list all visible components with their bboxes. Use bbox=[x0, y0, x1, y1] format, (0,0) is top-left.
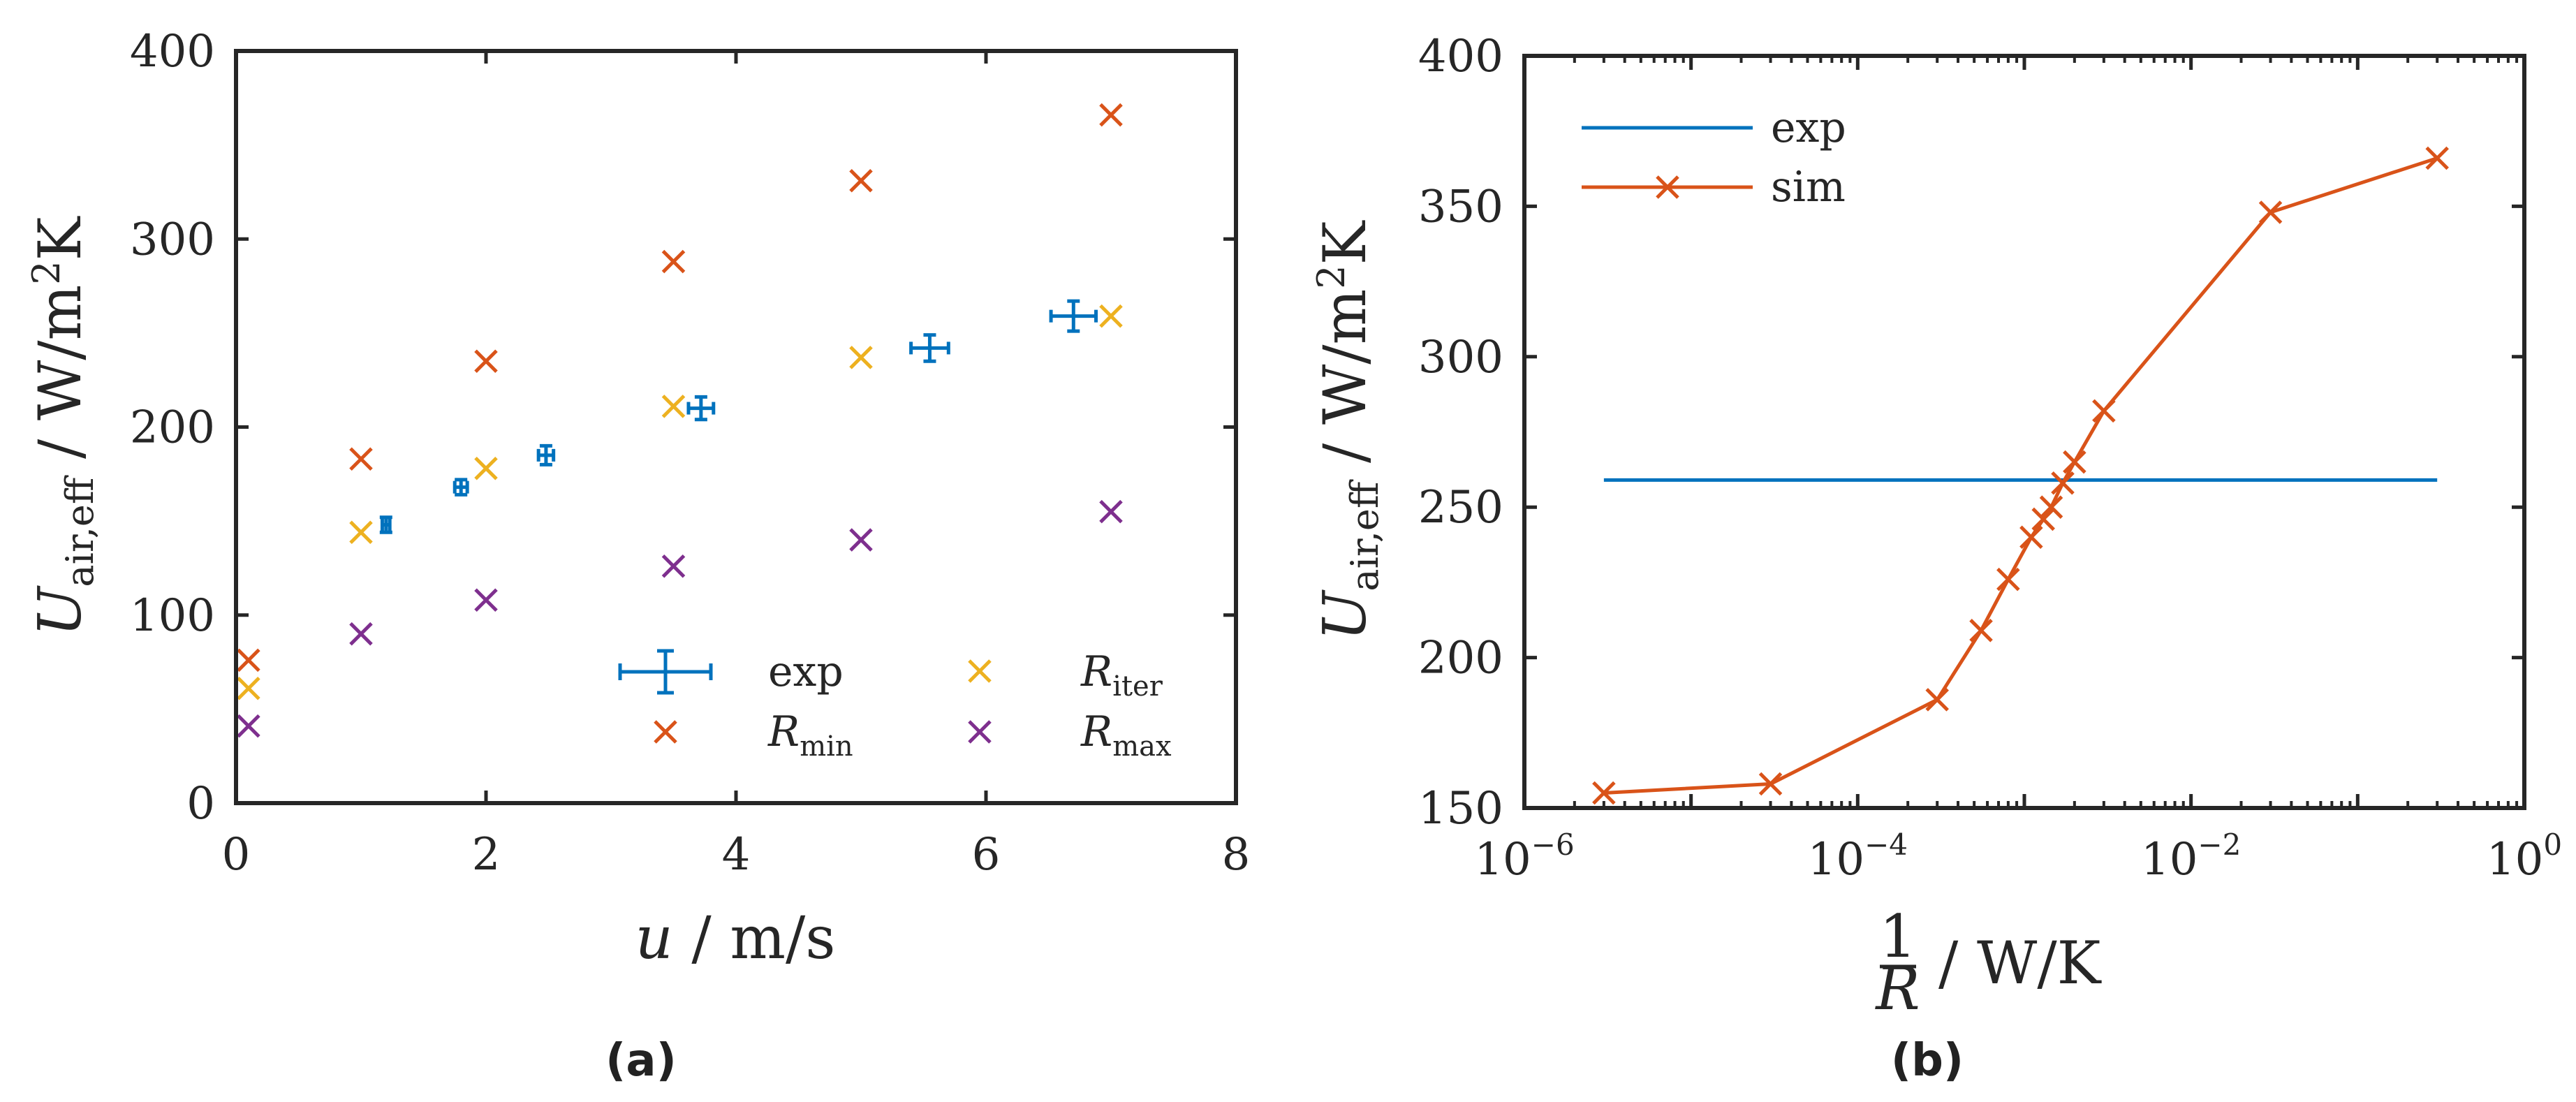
svg-text:Uair,eff / W/m2K: Uair,eff / W/m2K bbox=[24, 215, 102, 636]
y-tick-label-b: 250 bbox=[1418, 482, 1503, 534]
ticks-b: 10−6 10−4 10−2 100 150 200 250 300 350 400 bbox=[1418, 31, 2562, 886]
svg-text:u / m/s: u / m/s bbox=[635, 904, 836, 972]
scatter-point-r-min bbox=[1099, 103, 1123, 127]
legend-item-sim: sim bbox=[1582, 163, 1846, 212]
x-tick-label-b: 10−2 bbox=[2141, 828, 2241, 886]
scatter-point-r-min bbox=[849, 169, 873, 193]
data-point-sim bbox=[1758, 772, 1783, 796]
y-tick-label-a: 0 bbox=[186, 778, 215, 830]
svg-text:Rmax: Rmax bbox=[1080, 707, 1172, 763]
ticks-a: 0 2 4 6 8 0 100 200 300 400 bbox=[130, 26, 1251, 881]
y-tick-label-b: 200 bbox=[1418, 633, 1503, 684]
scatter-point-r-max bbox=[849, 528, 873, 552]
data-point-sim bbox=[2031, 507, 2055, 531]
legend-item-exp: exp bbox=[618, 647, 844, 696]
scatter-point-r-iter bbox=[849, 346, 873, 369]
x-tick-label-a: 6 bbox=[972, 829, 1001, 881]
x-axis-label-b: 1 R / W/K bbox=[1874, 902, 2102, 1023]
errorbar-point bbox=[379, 515, 392, 534]
svg-text:/ W/K: / W/K bbox=[1938, 929, 2103, 997]
errorbar-point bbox=[909, 333, 950, 363]
errorbar-point bbox=[686, 395, 716, 422]
data-point-sim bbox=[2019, 525, 2043, 550]
svg-text:Uair,eff / W/m2K: Uair,eff / W/m2K bbox=[1309, 219, 1387, 640]
svg-text:1: 1 bbox=[1879, 902, 1916, 971]
data-point-sim bbox=[1592, 781, 1616, 805]
y-tick-label-b: 350 bbox=[1418, 181, 1503, 233]
scatter-point-r-min bbox=[349, 447, 373, 471]
data-point-sim bbox=[1925, 688, 1949, 712]
panel-a: 0 2 4 6 8 0 100 200 300 400 u / m/s Uair,eff / W/… bbox=[24, 26, 1250, 1087]
scatter-point-r-min bbox=[237, 648, 260, 673]
scatter-point-r-max bbox=[349, 622, 373, 646]
errorbar-point bbox=[452, 478, 469, 497]
svg-text:R: R bbox=[1874, 955, 1920, 1023]
x-tick-label-b: 10−4 bbox=[1808, 828, 1908, 886]
series-line-sim bbox=[1603, 156, 2438, 795]
y-tick-label-b: 400 bbox=[1418, 31, 1503, 82]
scatter-point-r-iter bbox=[1099, 304, 1123, 328]
legend-item-r-min: Rmin bbox=[654, 707, 853, 763]
scatter-point-r-max bbox=[474, 588, 498, 612]
data-point-sim bbox=[1969, 619, 1993, 642]
x-axis-label-a: u / m/s bbox=[635, 904, 836, 972]
scatter-point-r-iter bbox=[661, 395, 686, 418]
scatter-point-r-max bbox=[661, 554, 686, 578]
y-axis-label-a: Uair,eff / W/m2K bbox=[24, 215, 102, 636]
scatter-point-r-max bbox=[237, 714, 260, 738]
errorbar-point bbox=[536, 443, 556, 466]
data-point-sim bbox=[2258, 200, 2283, 224]
y-tick-label-a: 200 bbox=[130, 402, 215, 454]
axes-frame-b bbox=[1522, 54, 2526, 810]
data-point-sim bbox=[2039, 495, 2063, 519]
data-point-sim bbox=[2051, 471, 2075, 495]
x-tick-label-a: 8 bbox=[1222, 829, 1251, 881]
y-tick-label-b: 300 bbox=[1418, 332, 1503, 383]
plot-area-b bbox=[1522, 54, 2526, 810]
marks-b bbox=[1592, 146, 2449, 805]
legend-item-exp-b: exp bbox=[1582, 103, 1846, 152]
scatter-point-r-min bbox=[661, 249, 686, 274]
data-point-sim bbox=[2425, 146, 2449, 170]
y-tick-label-b: 150 bbox=[1418, 783, 1503, 835]
legend-b: exp sim bbox=[1582, 103, 1846, 212]
marks-a bbox=[237, 103, 1123, 738]
scatter-point-r-max bbox=[1099, 499, 1123, 524]
errorbar-point bbox=[1049, 299, 1098, 333]
legend-item-r-iter: Riter bbox=[968, 647, 1163, 703]
x-tick-label-a: 4 bbox=[722, 829, 751, 881]
legend-a: exp Riter Rmin bbox=[618, 647, 1172, 763]
data-point-sim bbox=[2063, 450, 2086, 474]
legend-item-r-max: Rmax bbox=[968, 707, 1172, 763]
legend-symbol-r-max bbox=[968, 720, 992, 744]
svg-text:Rmin: Rmin bbox=[767, 707, 853, 763]
scatter-point-r-min bbox=[474, 349, 498, 374]
x-tick-label-a: 2 bbox=[472, 829, 501, 881]
scatter-point-r-iter bbox=[349, 520, 373, 545]
svg-text:Riter: Riter bbox=[1080, 647, 1163, 703]
x-tick-label-b: 100 bbox=[2487, 828, 2562, 886]
panel-b: 10−6 10−4 10−2 100 150 200 250 300 350 400 1 R / … bbox=[1309, 31, 2562, 1087]
y-tick-label-a: 100 bbox=[130, 590, 215, 642]
x-tick-label-a: 0 bbox=[222, 829, 251, 881]
scatter-point-r-iter bbox=[237, 676, 260, 700]
legend-symbol-r-iter bbox=[968, 659, 992, 683]
legend-marker-sim bbox=[1656, 175, 1679, 199]
data-point-sim bbox=[1996, 567, 2020, 592]
y-tick-label-a: 400 bbox=[130, 26, 215, 78]
data-point-sim bbox=[2092, 399, 2116, 423]
y-tick-label-a: 300 bbox=[130, 214, 215, 265]
caption-a: (a) bbox=[605, 1035, 677, 1087]
scatter-point-r-iter bbox=[474, 456, 498, 480]
y-axis-label-b: Uair,eff / W/m2K bbox=[1309, 219, 1387, 640]
legend-symbol-errorbar bbox=[618, 649, 713, 695]
legend-label-exp-b: exp bbox=[1771, 103, 1846, 152]
x-tick-label-b: 10−6 bbox=[1474, 828, 1574, 886]
legend-label-sim: sim bbox=[1771, 163, 1846, 212]
svg-text:exp: exp bbox=[768, 647, 844, 696]
caption-b: (b) bbox=[1891, 1035, 1964, 1087]
legend-symbol-r-min bbox=[654, 720, 677, 744]
